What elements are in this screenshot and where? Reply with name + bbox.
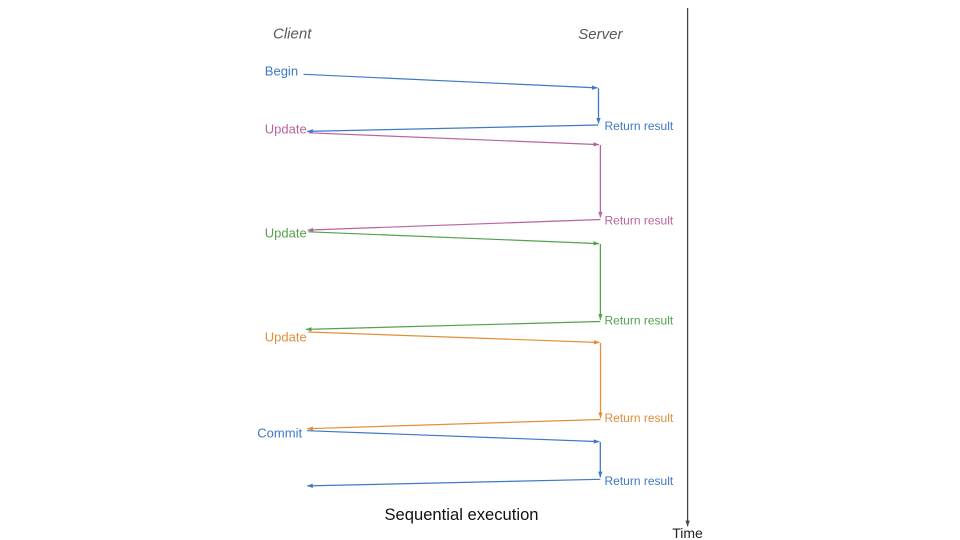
svg-text:Sequential execution: Sequential execution — [384, 505, 538, 524]
svg-text:Return result: Return result — [605, 119, 674, 133]
svg-text:Commit: Commit — [257, 425, 302, 440]
svg-text:Return result: Return result — [605, 411, 674, 425]
svg-text:Client: Client — [273, 26, 312, 43]
svg-text:Update: Update — [265, 330, 307, 345]
svg-text:Time: Time — [672, 525, 703, 540]
svg-text:Server: Server — [578, 26, 623, 43]
svg-text:Return result: Return result — [605, 213, 674, 227]
svg-text:Return result: Return result — [605, 313, 674, 327]
svg-text:Return result: Return result — [605, 474, 674, 488]
svg-text:Update: Update — [265, 121, 307, 136]
svg-text:Update: Update — [265, 225, 307, 240]
svg-text:Begin: Begin — [265, 63, 298, 78]
